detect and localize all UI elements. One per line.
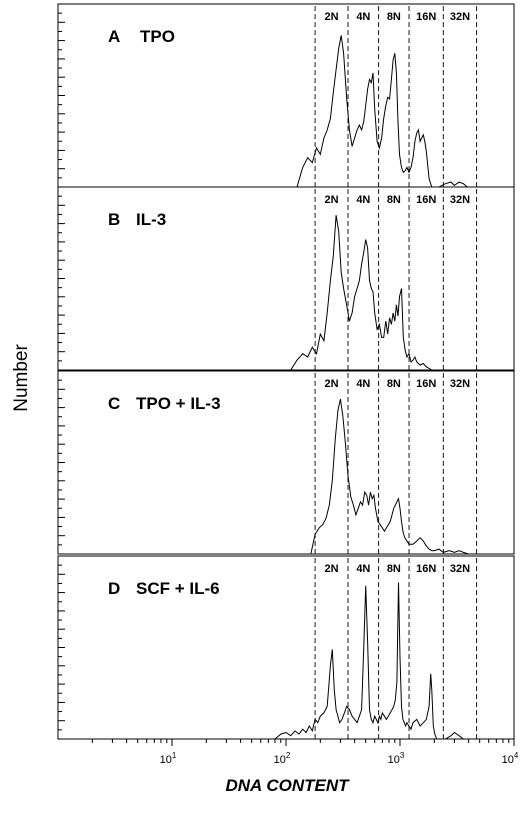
ploidy-label-4n: 4N <box>356 563 370 575</box>
y-axis-ticks <box>58 195 65 362</box>
ploidy-label-8n: 8N <box>387 563 401 575</box>
ploidy-label-4n: 4N <box>356 11 370 23</box>
panel-condition: SCF + IL-6 <box>136 579 220 598</box>
ploidy-label-2n: 2N <box>325 11 339 23</box>
panel-letter: B <box>108 210 120 229</box>
ploidy-label-2n: 2N <box>325 194 339 206</box>
histogram-trace-c <box>310 398 469 555</box>
y-axis-ticks <box>58 564 65 731</box>
panel-letter: C <box>108 394 120 413</box>
panel-c: 2N 4N 8N 16N 32N C TPO + IL-3 <box>57 370 515 555</box>
panel-condition: TPO <box>140 27 175 46</box>
y-axis-title: Number <box>11 344 32 412</box>
x-tick-label: 103 <box>388 751 405 766</box>
ploidy-label-16n: 16N <box>416 563 436 575</box>
panel-d: 2N 4N 8N 16N 32N D SCF + IL-6 <box>57 555 515 740</box>
ploidy-label-32n: 32N <box>450 563 470 575</box>
histogram-panels: 2N 4N 8N 16N 32N A TPO 2N 4N 8N 16N 32N B IL-3 2N 4N 8N 1… <box>57 3 515 740</box>
ploidy-label-16n: 16N <box>416 378 436 390</box>
x-tick-label: 101 <box>160 751 177 766</box>
histogram-trace-b <box>290 215 433 371</box>
x-axis: 101 102 103 104 <box>91 739 519 766</box>
ploidy-label-8n: 8N <box>387 11 401 23</box>
ploidy-label-16n: 16N <box>416 194 436 206</box>
panel-b: 2N 4N 8N 16N 32N B IL-3 <box>57 186 515 371</box>
ploidy-label-8n: 8N <box>387 194 401 206</box>
panel-frame <box>57 555 515 740</box>
panel-frame <box>57 186 515 371</box>
x-tick-label: 104 <box>502 751 519 766</box>
ploidy-label-32n: 32N <box>450 378 470 390</box>
panel-condition: TPO + IL-3 <box>136 394 221 413</box>
ploidy-label-32n: 32N <box>450 11 470 23</box>
ploidy-label-2n: 2N <box>325 378 339 390</box>
panel-letter: A <box>108 27 120 46</box>
panel-condition: IL-3 <box>136 210 166 229</box>
histogram-trace-d <box>274 582 468 740</box>
y-axis-ticks <box>58 12 65 179</box>
ploidy-label-16n: 16N <box>416 11 436 23</box>
ploidy-label-2n: 2N <box>325 563 339 575</box>
ploidy-label-8n: 8N <box>387 378 401 390</box>
histogram-trace-a <box>296 35 468 188</box>
x-tick-label: 102 <box>274 751 291 766</box>
panel-letter: D <box>108 579 120 598</box>
panel-frame <box>57 3 515 188</box>
x-axis-title: DNA CONTENT <box>225 776 350 795</box>
ploidy-label-32n: 32N <box>450 194 470 206</box>
panel-a: 2N 4N 8N 16N 32N A TPO <box>57 3 515 188</box>
ploidy-label-4n: 4N <box>356 194 370 206</box>
y-axis-ticks <box>58 379 65 546</box>
ploidy-label-4n: 4N <box>356 378 370 390</box>
panel-frame <box>57 370 515 555</box>
